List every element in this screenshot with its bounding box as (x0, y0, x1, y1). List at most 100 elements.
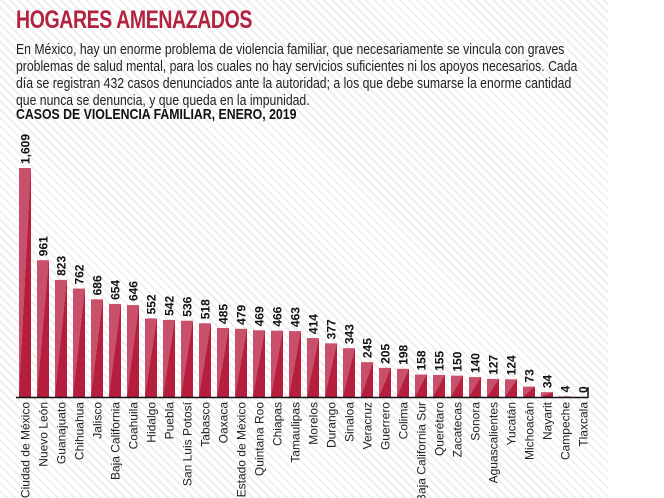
bar-chihuahua (73, 288, 85, 397)
bar-durango (325, 343, 337, 397)
intro-text-line-1: En México, hay un enorme problema de vio… (16, 41, 565, 58)
value-label: 205 (379, 343, 393, 363)
bar-aguascalientes (487, 378, 499, 397)
bar-san-luis-potos- (181, 320, 193, 397)
category-label: Ciudad de México (19, 402, 33, 498)
bar-baja-california-sur (415, 374, 427, 397)
bar-estado-de-m-xico (235, 328, 247, 397)
value-label: 414 (307, 314, 321, 334)
value-label: 536 (181, 296, 195, 316)
value-label: 73 (523, 369, 537, 383)
category-label: Michoacán (523, 402, 537, 460)
category-label: Nayarit (541, 401, 555, 440)
value-label: 245 (361, 338, 375, 358)
category-label: Baja California Sur (415, 402, 429, 498)
category-label: Quintana Roo (253, 402, 267, 476)
bar-puebla (163, 319, 175, 397)
category-labels-group: Ciudad de México Nuevo León Guanajuato Chih… (19, 401, 591, 498)
value-label: 542 (163, 296, 177, 316)
value-label: 377 (325, 319, 339, 339)
bar-quintana-roo (253, 330, 265, 397)
category-label: Nuevo León (37, 402, 51, 467)
bar-sonora (469, 377, 481, 397)
category-label: Morelos (307, 402, 321, 445)
category-label: Tabasco (199, 402, 213, 447)
value-label: 0 (577, 386, 591, 393)
value-label: 1,609 (19, 134, 33, 164)
category-label: Puebla (163, 402, 177, 440)
bar-nayarit (541, 392, 553, 397)
value-label: 762 (73, 264, 87, 284)
bar-michoac-n (523, 386, 535, 397)
category-label: Jalisco (91, 402, 105, 439)
value-label: 158 (415, 350, 429, 370)
category-label: Aguascalientes (487, 402, 501, 483)
bar-ciudad-de-m-xico (19, 168, 31, 397)
value-label: 518 (199, 299, 213, 319)
bar-coahuila (127, 305, 139, 397)
category-label: Tamaulipas (289, 402, 303, 463)
category-label: Tlaxcala (577, 402, 591, 447)
category-label: Chiapas (271, 402, 285, 446)
category-label: Chihuahua (73, 402, 87, 460)
value-label: 463 (289, 307, 303, 327)
chart-title: CASOS DE VIOLENCIA FAMILIAR, ENERO, 2019 (16, 106, 297, 123)
value-label: 823 (55, 256, 69, 276)
bars-group (19, 168, 571, 397)
striped-background (0, 0, 608, 498)
value-label: 140 (469, 353, 483, 373)
value-label: 155 (433, 351, 447, 371)
category-label: Querétaro (433, 402, 447, 456)
category-label: Campeche (559, 402, 573, 460)
category-label: Coahuila (127, 402, 141, 450)
bar-tamaulipas (289, 331, 301, 397)
intro-text-line-3: día se registran 432 casos denunciados a… (16, 75, 572, 92)
category-label: Baja California (109, 402, 123, 480)
page-title: HOGARES AMENAZADOS (16, 6, 253, 34)
bar-colima (397, 368, 409, 397)
bar-tabasco (199, 323, 211, 397)
category-label: Zacatecas (451, 402, 465, 457)
value-label: 150 (451, 351, 465, 371)
value-label: 654 (109, 280, 123, 300)
value-label: 479 (235, 304, 249, 324)
category-label: Hidalgo (145, 402, 159, 443)
intro-text-line-2: problemas de salud mental, para los cual… (16, 58, 578, 75)
category-label: Sonora (469, 402, 483, 441)
value-label: 646 (127, 281, 141, 301)
category-label: Veracruz (361, 402, 375, 449)
value-label: 343 (343, 324, 357, 344)
category-label: Guanajuato (55, 402, 69, 464)
bar-guanajuato (55, 279, 67, 397)
value-label: 466 (271, 306, 285, 326)
value-label: 485 (217, 304, 231, 324)
value-label: 4 (559, 385, 573, 392)
bar-nuevo-le-n (37, 260, 49, 397)
bar-oaxaca (217, 327, 229, 397)
value-label: 124 (505, 355, 519, 375)
bar-guerrero (379, 367, 391, 397)
bar-chiapas (271, 330, 283, 397)
category-label: Estado de México (235, 402, 249, 498)
intro-text-line-4: que nunca se denuncia, y que queda en la… (16, 92, 310, 109)
bar-baja-california (109, 303, 121, 397)
category-label: San Luis Potosí (181, 401, 195, 486)
bar-hidalgo (145, 318, 157, 397)
bar-veracruz (361, 362, 373, 397)
category-label: Guerrero (379, 402, 393, 450)
bar-sinaloa (343, 348, 355, 397)
category-label: Colima (397, 402, 411, 440)
bar-jalisco (91, 299, 103, 397)
bar-quer-taro (433, 374, 445, 397)
category-label: Oaxaca (217, 402, 231, 444)
value-label: 127 (487, 355, 501, 375)
bar-zacatecas (451, 375, 463, 397)
category-label: Durango (325, 402, 339, 448)
bar-yucat-n (505, 379, 517, 397)
bar-campeche (559, 396, 571, 397)
value-label: 469 (253, 306, 267, 326)
value-label: 34 (541, 374, 555, 388)
value-label: 198 (397, 344, 411, 364)
